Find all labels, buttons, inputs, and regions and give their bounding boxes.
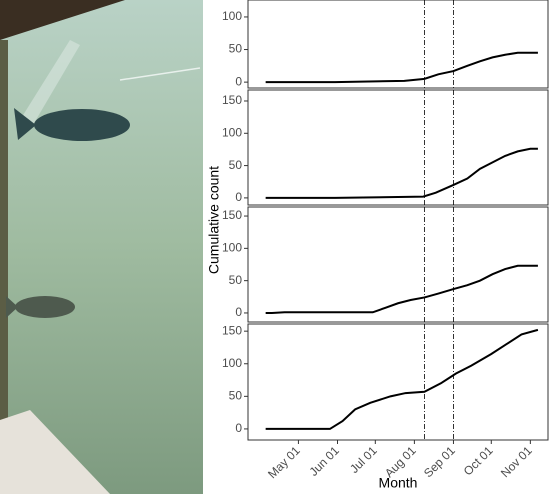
- y-tick-label: 50: [229, 273, 243, 287]
- x-tick-label: Oct 01: [461, 443, 496, 478]
- cumulative-line: [265, 147, 538, 199]
- x-tick-label: Nov 01: [498, 443, 535, 480]
- photo: [0, 0, 203, 494]
- panel-border: [247, 0, 549, 89]
- y-tick-label: 150: [222, 323, 242, 337]
- x-tick-label: May 01: [265, 443, 303, 481]
- y-axis-label: Cumulative count: [206, 166, 222, 274]
- panel-border: [247, 206, 549, 323]
- y-tick-label: 50: [229, 42, 243, 56]
- y-tick-label: 100: [222, 241, 242, 255]
- cumulative-line: [265, 264, 538, 314]
- y-tick-label: 0: [235, 421, 242, 435]
- y-tick-label: 100: [222, 356, 242, 370]
- y-tick-label: 50: [229, 158, 243, 172]
- y-tick-label: 150: [222, 208, 242, 222]
- y-tick-label: 100: [222, 9, 242, 23]
- y-tick-label: 0: [235, 190, 242, 204]
- cumulative-line: [265, 328, 539, 430]
- panel-border: [247, 323, 549, 441]
- y-tick-label: 0: [235, 74, 242, 88]
- x-tick-label: Jul 01: [347, 443, 380, 476]
- x-tick-label: Sep 01: [421, 443, 458, 480]
- y-tick-label: 50: [229, 389, 243, 403]
- panel-border: [247, 89, 549, 206]
- x-axis-label: Month: [379, 475, 418, 491]
- y-tick-label: 150: [222, 93, 242, 107]
- cumulative-line: [265, 51, 538, 84]
- y-tick-label: 100: [222, 125, 242, 139]
- y-tick-label: 0: [235, 305, 242, 319]
- x-tick-label: Jun 01: [306, 443, 342, 479]
